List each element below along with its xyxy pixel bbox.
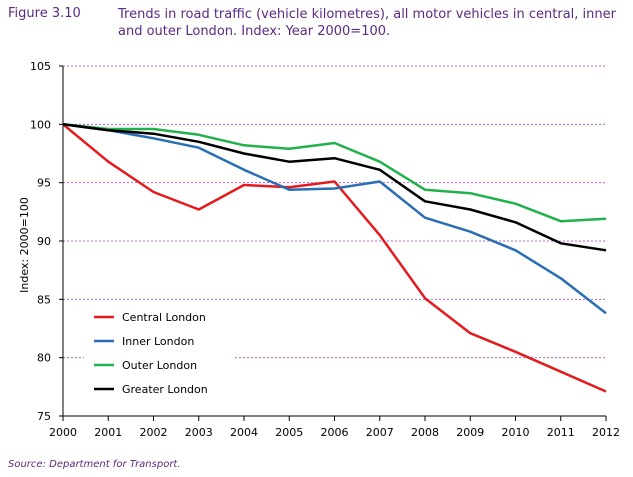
x-tick-label: 2006	[321, 426, 349, 439]
x-tick-label: 2012	[592, 426, 620, 439]
x-tick-label: 2001	[94, 426, 122, 439]
x-tick-label: 2002	[140, 426, 168, 439]
x-tick-label: 2011	[547, 426, 575, 439]
axes	[59, 65, 607, 421]
y-tick-label: 75	[37, 410, 51, 423]
legend-label: Central London	[122, 311, 206, 324]
series-line-inner-london	[62, 123, 607, 315]
legend-label: Inner London	[122, 335, 194, 348]
series-line-greater-london	[62, 123, 607, 252]
x-tick-label: 2000	[49, 426, 77, 439]
series-lines	[62, 123, 607, 393]
source-note: Source: Department for Transport.	[8, 459, 181, 470]
y-axis-label: Index: 2000=100	[18, 197, 31, 293]
x-tick-label: 2004	[230, 426, 258, 439]
legend-background	[84, 303, 234, 403]
x-tick-label: 2010	[502, 426, 530, 439]
legend-label: Greater London	[122, 383, 208, 396]
y-tick-label: 105	[30, 60, 51, 73]
gridlines	[63, 65, 606, 359]
figure-number: Figure 3.10	[8, 6, 81, 21]
x-tick-label: 2005	[275, 426, 303, 439]
x-tick-label: 2003	[185, 426, 213, 439]
y-tick-label: 80	[37, 352, 51, 365]
x-tick-label: 2007	[366, 426, 394, 439]
y-tick-label: 85	[37, 293, 51, 306]
legend-label: Outer London	[122, 359, 197, 372]
series-line-outer-london	[62, 123, 607, 223]
y-tick-label: 95	[37, 177, 51, 190]
series-line-central-london	[62, 123, 607, 393]
y-tick-label: 100	[30, 118, 51, 131]
x-tick-labels: 2000 2001 2002 2003 2004 2005 2006 2007 2008 2009…	[49, 426, 620, 439]
legend: Central London Inner London Outer London Gr…	[84, 303, 234, 403]
figure-title: Trends in road traffic (vehicle kilometr…	[118, 7, 616, 39]
y-tick-label: 90	[37, 235, 51, 248]
x-tick-label: 2009	[456, 426, 484, 439]
x-tick-label: 2008	[411, 426, 439, 439]
y-tick-labels: 75 80 85 90 95 100 105	[30, 60, 51, 423]
